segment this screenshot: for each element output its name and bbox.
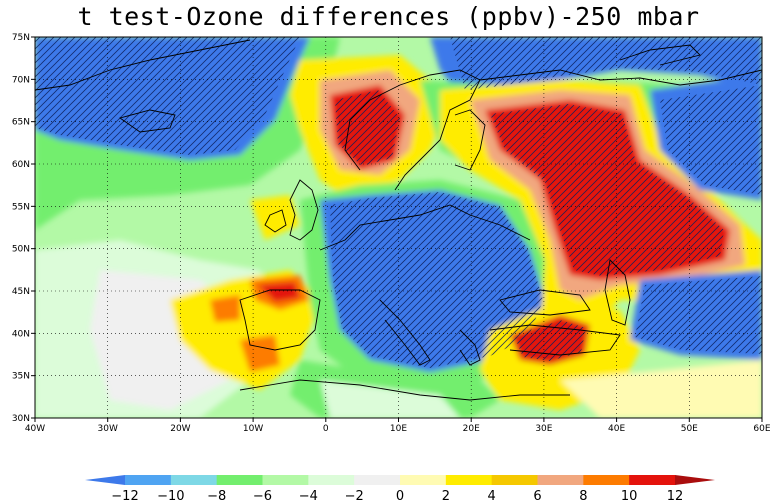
colorbar-high-arrow [675, 475, 715, 485]
coast-ireland [264, 209, 287, 233]
coast-europe [319, 204, 531, 251]
colorbar-swatch [262, 475, 309, 485]
colorbar-label: −8 [207, 489, 226, 504]
lon-tick-label: 50E [681, 424, 698, 434]
colorbar-label: −4 [299, 489, 318, 504]
coast-iceland [118, 109, 176, 133]
lat-tick-label: 30N [12, 414, 30, 424]
lat-tick-label: 70N [12, 75, 30, 85]
lat-tick-label: 55N [12, 202, 30, 212]
page-title: t test-Ozone differences (ppbv)-250 mbar [77, 2, 700, 31]
lon-tick-label: 10W [243, 424, 263, 434]
colorbar-swatch [354, 475, 401, 485]
lon-tick-label: 0 [323, 424, 329, 434]
field-azores-orange [210, 295, 240, 322]
significance-hatching [35, 37, 762, 368]
colorbar-swatch [491, 475, 538, 485]
coast-caspian [604, 259, 631, 326]
colorbar-swatch [125, 475, 172, 485]
coast-africa [239, 379, 570, 401]
colorbar-label: −10 [157, 489, 184, 504]
coast-iberia [239, 289, 321, 351]
field-sahara-white [560, 360, 762, 418]
colorbar-swatch [400, 475, 447, 485]
lat-tick-label: 35N [12, 372, 30, 382]
coast-turkey [489, 324, 621, 356]
coast-greenland [35, 39, 251, 91]
coast-scandinavia [344, 69, 481, 191]
colorbar-label: 12 [667, 489, 684, 504]
colorbar-label: 8 [579, 489, 587, 504]
coast-uk [289, 179, 319, 241]
lat-tick-label: 65N [12, 118, 30, 128]
coast-novaya [619, 44, 701, 66]
colorbar-label: 6 [533, 489, 541, 504]
lon-tick-label: 40W [25, 424, 45, 434]
lon-tick-label: 30E [535, 424, 552, 434]
coast-italy [379, 299, 431, 366]
colorbar-label: −2 [345, 489, 364, 504]
lat-tick-label: 50N [12, 245, 30, 255]
colorbar-label: −6 [253, 489, 272, 504]
colorbar-swatch [308, 475, 355, 485]
colorbar-low-arrow [85, 475, 125, 485]
colorbar-label: 2 [442, 489, 450, 504]
colorbar-swatch [583, 475, 630, 485]
lon-tick-label: 20E [463, 424, 480, 434]
lat-tick-label: 40N [12, 329, 30, 339]
field-iberia-red [258, 282, 300, 302]
lon-tick-label: 30W [98, 424, 118, 434]
lon-tick-label: 60E [753, 424, 770, 434]
lon-tick-label: 10E [390, 424, 407, 434]
lon-tick-label: 40E [608, 424, 625, 434]
colorbar-label: 4 [488, 489, 496, 504]
coast-greece [459, 329, 481, 366]
colorbar-swatch [170, 475, 218, 485]
colorbar-swatch [445, 475, 493, 485]
lon-tick-label: 20W [170, 424, 190, 434]
field-med-lightgreen [320, 380, 460, 418]
colorbar-label: 0 [396, 489, 404, 504]
coast-finland [454, 109, 486, 171]
colorbar-swatch [629, 475, 676, 485]
lat-tick-label: 60N [12, 160, 30, 170]
coast-arctic [479, 69, 762, 86]
coastlines [35, 39, 762, 401]
coast-blacksea [499, 289, 591, 316]
ozone-field [35, 37, 762, 418]
colorbar-label: −12 [111, 489, 138, 504]
lat-tick-label: 75N [12, 33, 30, 43]
colorbar: −12 −10 −8 −6 −4 −2 0 2 4 6 8 10 12 [85, 475, 715, 504]
lat-tick-label: 45N [12, 287, 30, 297]
colorbar-label: 10 [621, 489, 638, 504]
colorbar-swatch [216, 475, 263, 485]
colorbar-swatch [537, 475, 584, 485]
axis-ticks: 40W 30W 20W 10W 0 10E 20E 30E 40E 50E 60E 30N 35N 40N… [12, 33, 771, 434]
